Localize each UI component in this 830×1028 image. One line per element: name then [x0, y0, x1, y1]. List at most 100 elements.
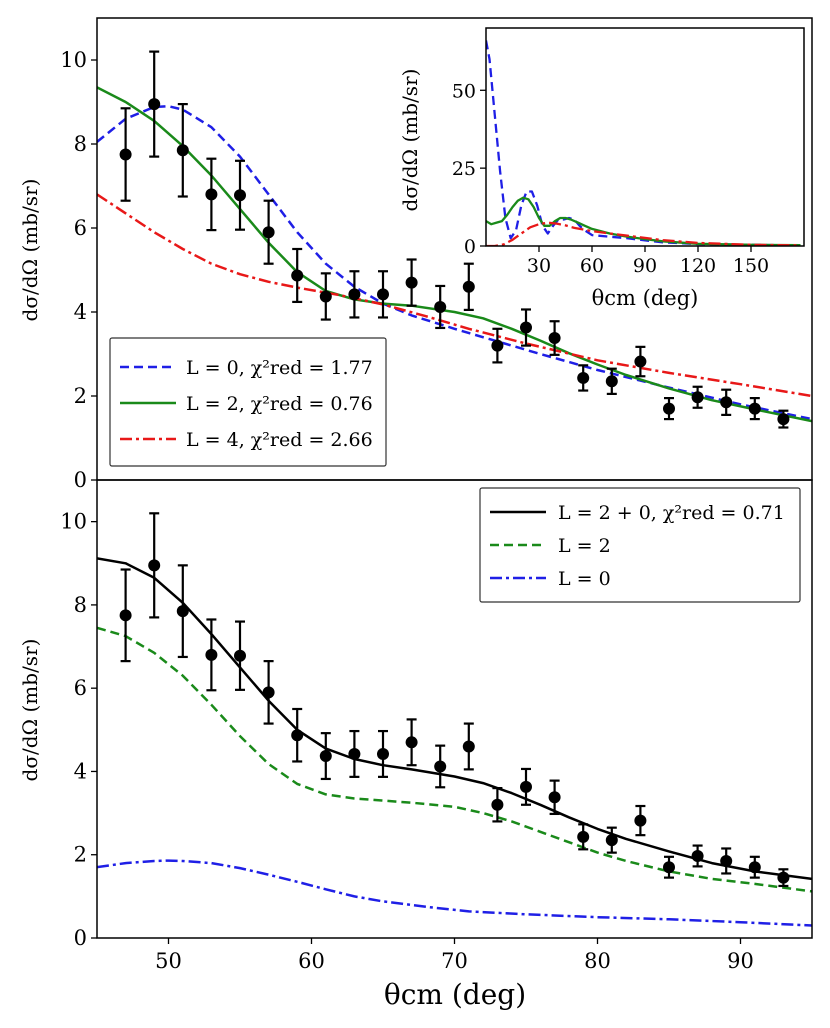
inset-plot: 0 25 50 30 60 90 120 150 θcm (deg) dσ/dΩ (mb/sr… — [398, 27, 805, 310]
bottom-xtick-label-3: 80 — [584, 949, 611, 973]
bottom-point-6 — [291, 707, 304, 763]
top-point-1 — [148, 50, 161, 158]
top-point-16 — [577, 364, 590, 392]
bottom-point-17 — [605, 826, 618, 854]
bottom-point-4 — [234, 620, 246, 691]
legend-entry-L2: L = 2, χ²red = 0.76 — [186, 393, 373, 415]
top-point-10 — [405, 258, 418, 307]
top-point-2 — [176, 102, 189, 198]
top-series-0 — [97, 104, 812, 421]
bottom-x-label: θcm (deg) — [384, 978, 526, 1011]
top-point-7 — [319, 272, 332, 321]
top-ytick-label-5: 10 — [60, 48, 87, 72]
inset-x-label: θcm (deg) — [592, 286, 699, 310]
top-y-label-text: dσ/dΩ (mb/sr) — [18, 179, 42, 322]
top-point-12 — [462, 262, 475, 311]
top-point-9 — [377, 270, 389, 319]
inset-ytick-label-0: 0 — [464, 236, 476, 258]
bottom-ytick-label-0: 0 — [74, 926, 87, 950]
bottom-ytick-label-2: 4 — [74, 759, 87, 783]
inset-xtick-label-3: 120 — [680, 255, 716, 277]
top-point-20 — [691, 385, 704, 409]
top-point-19 — [663, 397, 675, 421]
top-point-22 — [748, 397, 761, 421]
bottom-ytick-label-3: 6 — [74, 676, 87, 700]
inset-y-axis-label: dσ/dΩ (mb/sr) — [398, 69, 422, 212]
bottom-axes-frame — [96, 479, 813, 939]
top-point-14 — [520, 308, 532, 347]
top-point-15 — [548, 320, 561, 356]
bottom-xtick-label-2: 70 — [441, 949, 468, 973]
bottom-xtick-label-4: 90 — [727, 949, 754, 973]
bottom-ytick-label-4: 8 — [74, 593, 87, 617]
bottom-ytick-label-5: 10 — [60, 510, 87, 534]
top-panel: 0 2 4 6 8 10 dσ/dΩ (mb/sr) 0 25 50 30 60 90 120 150 … — [18, 17, 813, 492]
top-point-5 — [262, 199, 275, 265]
top-point-17 — [605, 367, 618, 395]
inset-xtick-label-2: 90 — [633, 255, 657, 277]
top-point-13 — [491, 327, 504, 364]
inset-xtick-label-1: 60 — [580, 255, 604, 277]
bottom-y-axis-label: dσ/dΩ (mb/sr) — [18, 639, 42, 782]
bottom-curves — [97, 557, 812, 927]
bottom-point-5 — [262, 660, 275, 725]
top-point-18 — [634, 345, 647, 378]
bottom-point-0 — [119, 568, 132, 663]
inset-curves — [486, 40, 801, 246]
top-y-ticks: 0 2 4 6 8 10 — [60, 48, 97, 492]
inset-ticks: 0 25 50 30 60 90 120 150 — [452, 80, 769, 277]
top-point-6 — [291, 247, 304, 304]
legend-entry-L0: L = 0, χ²red = 1.77 — [186, 357, 373, 379]
bottom-panel: 0 2 4 6 8 10 50 60 70 80 90 dσ/dΩ (mb/sr) θcm (deg… — [18, 479, 813, 1011]
bottom-point-14 — [520, 767, 532, 806]
top-series-2 — [97, 193, 812, 398]
bottom-point-2 — [176, 564, 189, 659]
bottom-point-8 — [348, 729, 361, 778]
bottom-point-13 — [491, 787, 504, 823]
inset-ytick-label-1: 25 — [452, 158, 476, 180]
legend-entry-bL2: L = 2 — [558, 535, 611, 557]
bottom-point-16 — [577, 823, 590, 851]
bottom-point-3 — [205, 618, 218, 692]
bottom-point-20 — [691, 844, 704, 868]
top-legend: L = 0, χ²red = 1.77 L = 2, χ²red = 0.76 … — [109, 337, 387, 467]
bottom-point-7 — [319, 732, 332, 781]
bottom-series-1 — [97, 626, 812, 893]
bottom-point-22 — [748, 855, 761, 879]
top-point-11 — [434, 284, 447, 330]
bottom-point-15 — [548, 779, 561, 816]
bottom-point-18 — [634, 804, 647, 837]
top-data-points — [119, 50, 790, 429]
top-point-3 — [205, 157, 218, 232]
top-ytick-label-2: 4 — [74, 300, 87, 324]
bottom-ticks: 0 2 4 6 8 10 50 60 70 80 90 — [60, 510, 754, 973]
bottom-point-1 — [148, 512, 161, 619]
bottom-point-12 — [462, 722, 475, 771]
top-ytick-label-0: 0 — [74, 468, 87, 492]
legend-entry-L4: L = 4, χ²red = 2.66 — [186, 429, 373, 451]
top-point-21 — [720, 388, 733, 416]
bottom-xtick-label-1: 60 — [298, 949, 325, 973]
bottom-ytick-label-1: 2 — [74, 843, 87, 867]
bottom-point-23 — [777, 868, 790, 888]
bottom-point-11 — [434, 744, 447, 789]
bottom-point-19 — [663, 855, 675, 879]
top-ytick-label-3: 6 — [74, 216, 87, 240]
bottom-point-21 — [720, 847, 733, 875]
legend-entry-L20: L = 2 + 0, χ²red = 0.71 — [558, 502, 785, 524]
bottom-point-10 — [405, 718, 418, 767]
bottom-series-0 — [97, 557, 812, 881]
legend-entry-bL0: L = 0 — [558, 568, 611, 590]
bottom-series-2 — [97, 859, 812, 927]
top-point-23 — [777, 409, 790, 429]
inset-xtick-label-0: 30 — [527, 255, 551, 277]
inset-ytick-label-2: 50 — [452, 80, 476, 102]
bottom-legend: L = 2 + 0, χ²red = 0.71 L = 2 L = 0 — [479, 487, 801, 603]
top-point-0 — [119, 107, 132, 202]
inset-y-label-text: dσ/dΩ (mb/sr) — [398, 69, 422, 212]
top-point-4 — [234, 159, 246, 231]
inset-xtick-label-4: 150 — [733, 255, 769, 277]
bottom-data-points — [119, 512, 790, 888]
inset-series-1 — [486, 196, 801, 246]
bottom-point-9 — [377, 729, 389, 778]
